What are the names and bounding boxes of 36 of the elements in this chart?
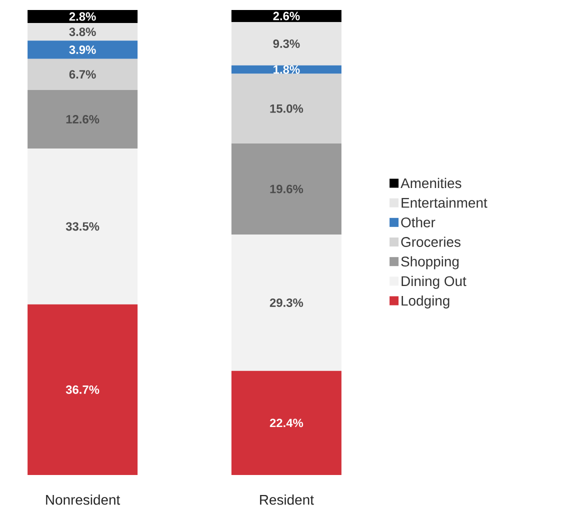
data-label: 2.8% [69, 12, 96, 21]
data-label: 9.3% [273, 39, 300, 48]
bar [28, 304, 138, 475]
x-tick-label: Resident [260, 494, 314, 505]
bar [231, 234, 342, 371]
data-label: 3.8% [69, 28, 96, 36]
x-tick-label: Nonresident [46, 494, 120, 505]
bar [231, 22, 342, 66]
data-label: 2.6% [273, 12, 300, 20]
legend-label: Shopping [401, 256, 459, 270]
bar [28, 40, 138, 59]
bar [28, 10, 138, 24]
legend-label: Lodging [402, 295, 450, 308]
data-label: 15.0% [270, 104, 304, 113]
legend-label: Amenities [400, 178, 462, 188]
data-label: 33.5% [66, 222, 100, 231]
bar [28, 23, 138, 41]
bar [231, 74, 342, 144]
data-label: 12.6% [66, 115, 100, 124]
bar [231, 10, 342, 22]
data-label: 19.6% [270, 184, 304, 194]
bar [28, 90, 138, 149]
legend-label: Dining Out [402, 276, 466, 289]
data-label: 6.7% [69, 70, 96, 79]
data-label: 1.8% [274, 65, 300, 74]
bar [231, 143, 342, 235]
data-label: 22.4% [270, 418, 304, 428]
legend-label: Groceries [401, 236, 460, 247]
bar [28, 58, 138, 90]
data-label: 29.3% [270, 298, 304, 307]
bar [28, 148, 138, 304]
legend-label: Other [401, 217, 436, 228]
data-label: 3.9% [69, 46, 96, 54]
legend-label: Entertainment [402, 198, 488, 208]
data-label: 36.7% [66, 385, 100, 394]
bar [231, 370, 342, 475]
